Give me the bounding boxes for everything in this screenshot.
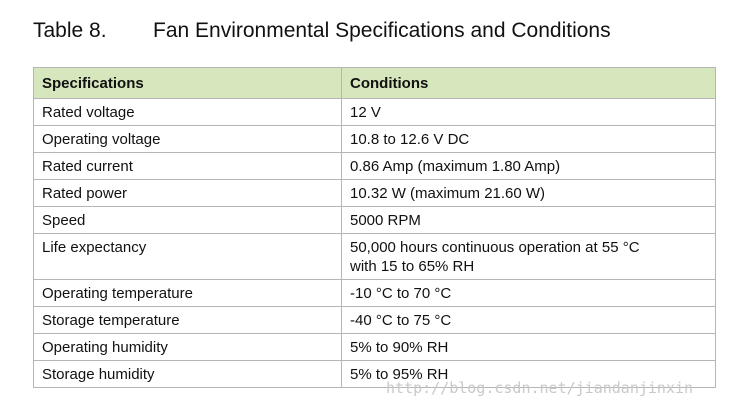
table-cell: 10.8 to 12.6 V DC bbox=[341, 125, 716, 153]
table-cell: Operating temperature bbox=[33, 279, 342, 307]
table-cell: Speed bbox=[33, 206, 342, 234]
header-cell: Specifications bbox=[33, 67, 342, 99]
cell-line: with 15 to 65% RH bbox=[350, 258, 475, 275]
table-cell: Rated power bbox=[33, 179, 342, 207]
table-row: Life expectancy 50,000 hours continuous o… bbox=[33, 233, 716, 280]
table-row: Speed 5000 RPM bbox=[33, 206, 716, 234]
table-cell: Rated current bbox=[33, 152, 342, 180]
table-cell: -40 °C to 75 °C bbox=[341, 306, 716, 334]
table-row: Rated power 10.32 W (maximum 21.60 W) bbox=[33, 179, 716, 207]
header-cell: Conditions bbox=[341, 67, 716, 99]
table-row: Rated current 0.86 Amp (maximum 1.80 Amp) bbox=[33, 152, 716, 180]
table-title: Table 8. Fan Environmental Specifications… bbox=[33, 19, 611, 43]
table-row: Operating voltage 10.8 to 12.6 V DC bbox=[33, 125, 716, 153]
table-row: Operating temperature -10 °C to 70 °C bbox=[33, 279, 716, 307]
table-cell: 0.86 Amp (maximum 1.80 Amp) bbox=[341, 152, 716, 180]
table-row: Operating humidity 5% to 90% RH bbox=[33, 333, 716, 361]
table-cell: 5% to 90% RH bbox=[341, 333, 716, 361]
table-row: Rated voltage 12 V bbox=[33, 98, 716, 126]
table-cell: Operating voltage bbox=[33, 125, 342, 153]
table-cell: Operating humidity bbox=[33, 333, 342, 361]
table-cell: Storage temperature bbox=[33, 306, 342, 334]
table-cell: Life expectancy bbox=[33, 233, 342, 280]
spec-table: Specifications Conditions Rated voltage 12… bbox=[33, 67, 716, 388]
table-cell: Storage humidity bbox=[33, 360, 342, 388]
table-body: Rated voltage 12 V Operating voltage 10.8 t… bbox=[33, 98, 716, 388]
table-caption: Fan Environmental Specifications and Con… bbox=[153, 19, 611, 42]
table-row: Storage humidity 5% to 95% RH bbox=[33, 360, 716, 388]
table-cell: 50,000 hours continuous operation at 55 … bbox=[341, 233, 716, 280]
table-cell: 12 V bbox=[341, 98, 716, 126]
table-cell: -10 °C to 70 °C bbox=[341, 279, 716, 307]
watermark: http://blog.csdn.net/jiandanjinxin bbox=[386, 379, 694, 397]
table-row: Storage temperature -40 °C to 75 °C bbox=[33, 306, 716, 334]
table-cell: 10.32 W (maximum 21.60 W) bbox=[341, 179, 716, 207]
header-row: Specifications Conditions bbox=[33, 67, 716, 99]
table-cell: 5% to 95% RH bbox=[341, 360, 716, 388]
table-label: Table 8. bbox=[33, 19, 107, 42]
table-cell: Rated voltage bbox=[33, 98, 342, 126]
table-cell: 5000 RPM bbox=[341, 206, 716, 234]
cell-line: 50,000 hours continuous operation at 55 … bbox=[350, 239, 640, 256]
